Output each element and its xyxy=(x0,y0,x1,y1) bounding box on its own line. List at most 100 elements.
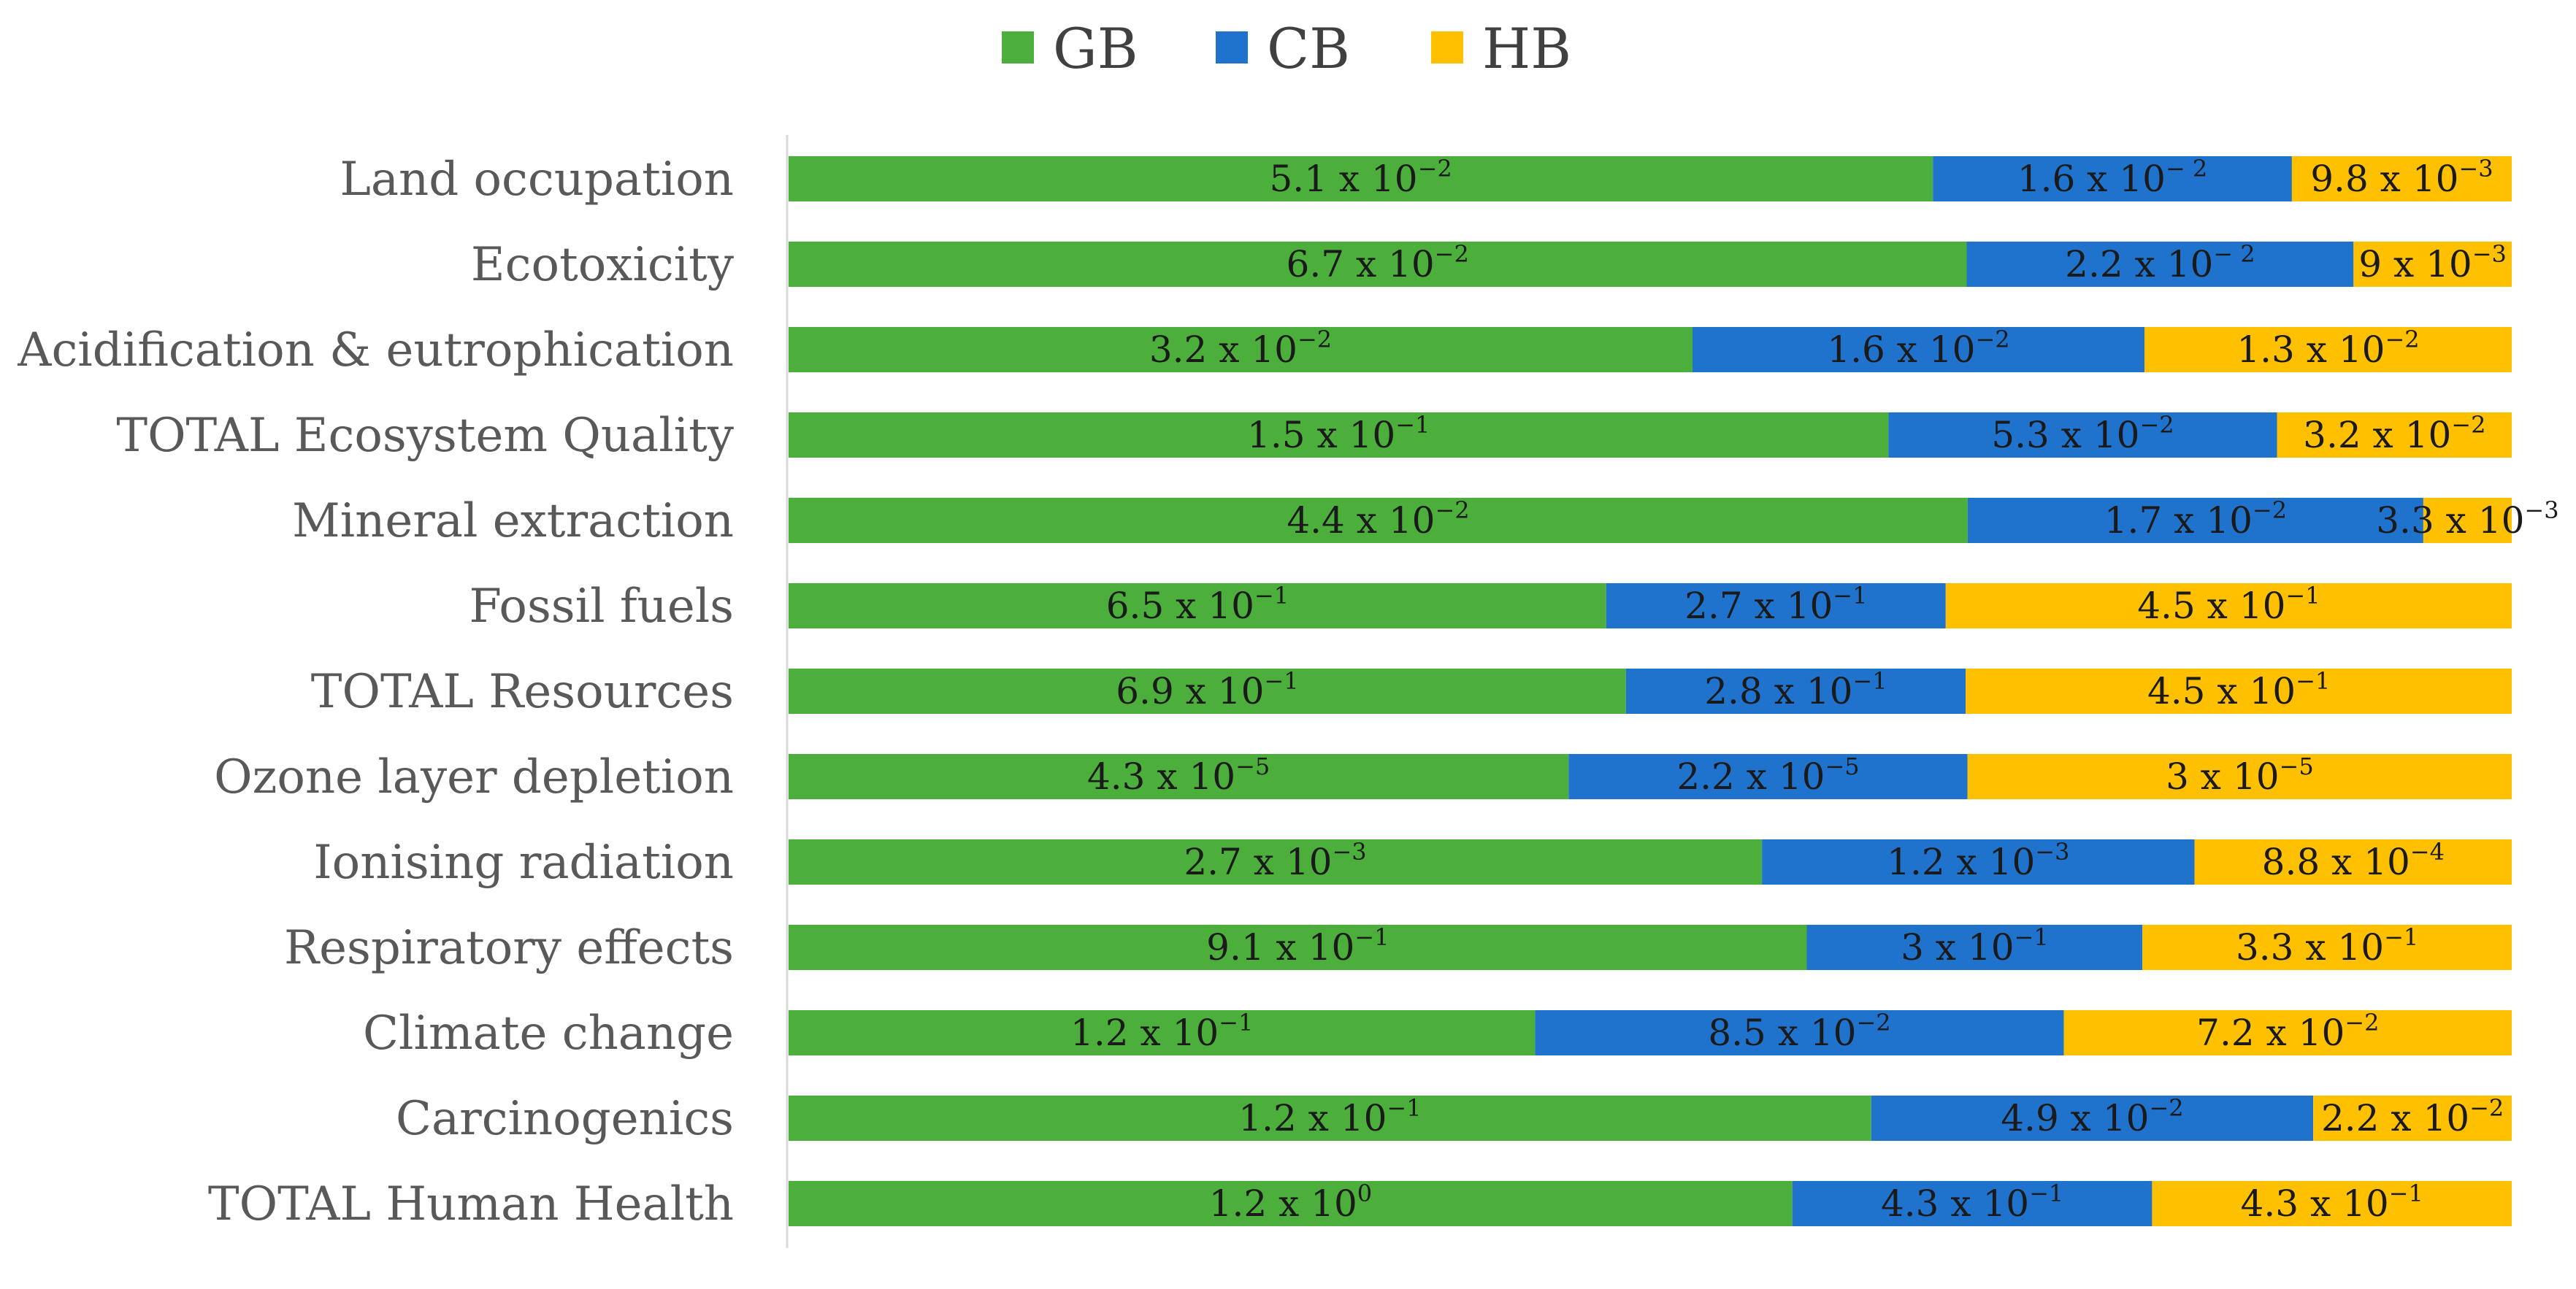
legend-label-cb: CB xyxy=(1267,16,1350,81)
data-label-cb-total-human-health: 4.3 x 10−1 xyxy=(1881,1180,2063,1225)
data-label-exponent: −5 xyxy=(2280,753,2314,780)
data-label-gb-acidification-and-eutrophication: 3.2 x 10−2 xyxy=(1149,326,1332,371)
data-label-mantissa: 2.2 x 10 xyxy=(1676,755,1825,798)
data-label-mantissa: 2.2 x 10 xyxy=(2321,1097,2469,1139)
bar-gb-land-occupation xyxy=(789,156,1933,201)
data-label-hb-fossil-fuels: 4.5 x 10−1 xyxy=(2137,582,2320,627)
data-label-mantissa: 4.9 x 10 xyxy=(2001,1097,2149,1139)
data-label-mantissa: 9 x 10 xyxy=(2358,243,2472,285)
bar-cb-total-ecosystem-quality xyxy=(1888,412,2277,458)
data-label-mantissa: 9.8 x 10 xyxy=(2310,158,2458,200)
data-label-exponent: −3 xyxy=(1332,838,1366,866)
data-label-hb-carcinogenics: 2.2 x 10−2 xyxy=(2321,1094,2504,1139)
data-label-exponent: −1 xyxy=(1219,1009,1253,1036)
bar-gb-ecotoxicity xyxy=(789,242,1967,287)
data-label-cb-ozone-layer-depletion: 2.2 x 10−5 xyxy=(1676,753,1859,798)
category-label-ozone-layer-depletion: Ozone layer depletion xyxy=(214,750,734,804)
data-label-mantissa: 4.3 x 10 xyxy=(1087,755,1235,798)
data-label-cb-ionising-radiation: 1.2 x 10−3 xyxy=(1887,838,2069,883)
data-label-exponent: −3 xyxy=(2524,496,2558,524)
data-label-gb-total-human-health: 1.2 x 100 xyxy=(1209,1180,1372,1225)
bar-cb-climate-change xyxy=(1535,1010,2064,1055)
data-label-mantissa: 8.5 x 10 xyxy=(1708,1012,1856,1054)
data-label-mantissa: 3.2 x 10 xyxy=(1149,328,1297,371)
data-label-exponent: −3 xyxy=(2472,240,2507,268)
data-label-mantissa: 2.7 x 10 xyxy=(1184,841,1332,883)
bar-gb-total-ecosystem-quality xyxy=(789,412,1889,458)
data-label-mantissa: 9.1 x 10 xyxy=(1206,926,1354,969)
data-label-exponent: −2 xyxy=(2253,496,2287,524)
data-label-cb-total-resources: 2.8 x 10−1 xyxy=(1704,667,1887,712)
data-label-exponent: −2 xyxy=(1435,240,1469,268)
data-label-exponent: −5 xyxy=(1235,753,1270,780)
data-label-hb-respiratory-effects: 3.3 x 10−1 xyxy=(2236,923,2418,969)
data-label-cb-acidification-and-eutrophication: 1.6 x 10−2 xyxy=(1827,326,2009,371)
bar-gb-ionising-radiation xyxy=(789,839,1763,885)
data-label-exponent: −1 xyxy=(1395,411,1430,439)
data-label-hb-land-occupation: 9.8 x 10−3 xyxy=(2310,155,2493,200)
data-label-exponent: −2 xyxy=(1435,496,1469,524)
data-label-mantissa: 4.5 x 10 xyxy=(2137,585,2285,627)
bar-cb-ozone-layer-depletion xyxy=(1568,754,1968,799)
legend-label-gb: GB xyxy=(1053,16,1138,81)
bar-hb-land-occupation xyxy=(2291,156,2512,201)
data-label-exponent: −3 xyxy=(2035,838,2069,866)
bar-gb-carcinogenics xyxy=(789,1096,1871,1141)
bar-gb-mineral-extraction xyxy=(789,498,1968,543)
data-label-exponent: −2 xyxy=(2149,1094,2183,1122)
data-label-exponent: −1 xyxy=(2389,1180,2423,1207)
bar-gb-total-resources xyxy=(789,669,1626,714)
data-label-exponent: −5 xyxy=(1825,753,1859,780)
data-label-hb-total-ecosystem-quality: 3.2 x 10−2 xyxy=(2303,411,2485,456)
data-label-exponent: −1 xyxy=(1387,1094,1421,1122)
data-label-exponent: −2 xyxy=(2451,411,2485,439)
data-label-mantissa: 3.3 x 10 xyxy=(2376,499,2524,542)
bar-hb-ozone-layer-depletion xyxy=(1967,754,2512,799)
data-label-hb-total-resources: 4.5 x 10−1 xyxy=(2147,667,2330,712)
data-label-mantissa: 1.5 x 10 xyxy=(1247,414,1395,456)
bar-hb-ionising-radiation xyxy=(2194,839,2512,885)
data-label-mantissa: 2.8 x 10 xyxy=(1704,670,1852,712)
data-label-hb-ionising-radiation: 8.8 x 10−4 xyxy=(2262,838,2445,883)
data-label-exponent: −4 xyxy=(2410,838,2445,866)
data-label-mantissa: 1.6 x 10 xyxy=(1827,328,1975,371)
data-label-exponent: −1 xyxy=(2296,667,2330,695)
bar-hb-carcinogenics xyxy=(2313,1096,2512,1141)
data-label-exponent: −2 xyxy=(2385,326,2419,353)
data-label-mantissa: 1.2 x 10 xyxy=(1070,1012,1219,1054)
data-label-exponent: −1 xyxy=(2029,1180,2063,1207)
bar-cb-land-occupation xyxy=(1933,156,2292,201)
bar-gb-total-human-health xyxy=(789,1181,1793,1226)
bar-hb-fossil-fuels xyxy=(1945,583,2512,628)
data-label-mantissa: 7.2 x 10 xyxy=(2196,1012,2345,1054)
data-label-exponent: −3 xyxy=(2458,155,2493,182)
data-label-exponent: −2 xyxy=(1856,1009,1890,1036)
data-label-hb-ecotoxicity: 9 x 10−3 xyxy=(2358,240,2507,285)
data-label-gb-ionising-radiation: 2.7 x 10−3 xyxy=(1184,838,1366,883)
data-label-exponent: −1 xyxy=(1354,923,1389,951)
data-label-cb-total-ecosystem-quality: 5.3 x 10−2 xyxy=(1991,411,2174,456)
data-label-cb-fossil-fuels: 2.7 x 10−1 xyxy=(1684,582,1867,627)
data-label-exponent: −1 xyxy=(2384,923,2418,951)
data-label-exponent: −2 xyxy=(2345,1009,2379,1036)
data-label-mantissa: 5.1 x 10 xyxy=(1269,158,1417,200)
data-label-exponent: 0 xyxy=(1357,1180,1372,1207)
data-label-mantissa: 1.3 x 10 xyxy=(2236,328,2385,371)
category-label-acidification-and-eutrophication: Acidification & eutrophication xyxy=(17,323,734,377)
bar-gb-ozone-layer-depletion xyxy=(789,754,1569,799)
data-label-exponent: −1 xyxy=(1264,667,1298,695)
legend-label-hb: HB xyxy=(1482,16,1571,81)
category-label-respiratory-effects: Respiratory effects xyxy=(284,921,734,975)
data-label-cb-carcinogenics: 4.9 x 10−2 xyxy=(2001,1094,2183,1139)
data-label-gb-total-ecosystem-quality: 1.5 x 10−1 xyxy=(1247,411,1430,456)
data-label-hb-total-human-health: 4.3 x 10−1 xyxy=(2241,1180,2423,1225)
category-label-ecotoxicity: Ecotoxicity xyxy=(471,238,734,292)
data-label-hb-ozone-layer-depletion: 3 x 10−5 xyxy=(2166,753,2314,798)
data-label-mantissa: 3 x 10 xyxy=(2166,755,2279,798)
legend-swatch-hb xyxy=(1431,31,1463,64)
data-label-mantissa: 2.2 x 10 xyxy=(2065,243,2213,285)
data-labels: 5.1 x 10−2 1.6 x 10− 2 9.8 x 10−36.7 x 10−… xyxy=(1070,155,2558,1225)
data-label-mantissa: 6.5 x 10 xyxy=(1106,585,1254,627)
data-label-exponent: − 2 xyxy=(2213,240,2255,268)
category-label-total-human-health: TOTAL Human Health xyxy=(208,1177,734,1231)
